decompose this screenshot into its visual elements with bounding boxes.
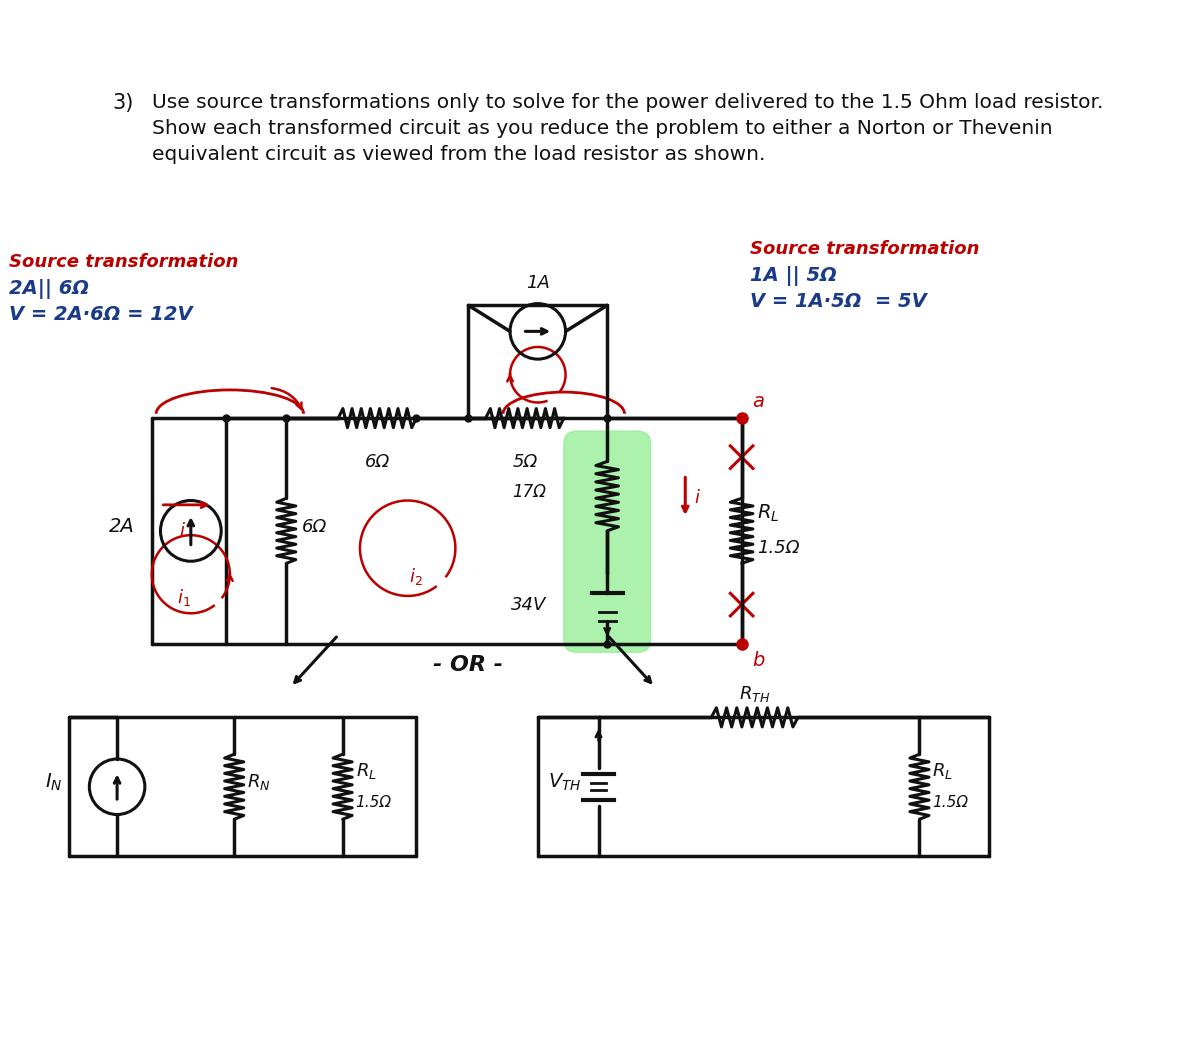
Text: b: b xyxy=(752,650,764,670)
Text: 5Ω: 5Ω xyxy=(512,452,538,471)
Text: 1A || 5Ω: 1A || 5Ω xyxy=(750,266,838,286)
Text: $R_N$: $R_N$ xyxy=(247,773,271,793)
Text: 1.5Ω: 1.5Ω xyxy=(932,795,968,810)
Text: 2A: 2A xyxy=(109,517,134,536)
Text: i: i xyxy=(694,489,698,507)
Text: 3): 3) xyxy=(113,93,134,113)
Text: 6Ω: 6Ω xyxy=(302,517,328,535)
Text: i: i xyxy=(180,522,185,540)
Text: 1A: 1A xyxy=(526,274,550,292)
Text: $R_L$: $R_L$ xyxy=(932,761,953,781)
Text: a: a xyxy=(752,393,764,411)
Text: $i_1$: $i_1$ xyxy=(176,587,191,608)
Text: Source transformation: Source transformation xyxy=(750,241,979,259)
Text: V = 1A·5Ω  = 5V: V = 1A·5Ω = 5V xyxy=(750,292,928,311)
Text: $R_L$: $R_L$ xyxy=(757,503,780,525)
Text: Show each transformed circuit as you reduce the problem to either a Norton or Th: Show each transformed circuit as you red… xyxy=(151,119,1052,138)
Text: V = 2A·6Ω = 12V: V = 2A·6Ω = 12V xyxy=(8,306,192,325)
Text: 6Ω: 6Ω xyxy=(365,452,390,471)
Text: $i_2$: $i_2$ xyxy=(409,565,424,586)
Text: Use source transformations only to solve for the power delivered to the 1.5 Ohm : Use source transformations only to solve… xyxy=(151,93,1103,112)
Text: $V_{TH}$: $V_{TH}$ xyxy=(547,772,581,793)
Text: equivalent circuit as viewed from the load resistor as shown.: equivalent circuit as viewed from the lo… xyxy=(151,144,766,164)
FancyBboxPatch shape xyxy=(564,431,650,652)
Text: 1.5Ω: 1.5Ω xyxy=(355,795,391,810)
Text: $R_L$: $R_L$ xyxy=(355,761,377,781)
Text: $R_{TH}$: $R_{TH}$ xyxy=(739,685,770,705)
Text: $I_N$: $I_N$ xyxy=(44,772,62,793)
Text: 2A|| 6Ω: 2A|| 6Ω xyxy=(8,280,89,299)
Text: - OR -: - OR - xyxy=(433,655,503,675)
Text: 17Ω: 17Ω xyxy=(512,483,546,500)
Text: Source transformation: Source transformation xyxy=(8,253,238,271)
Text: 1.5Ω: 1.5Ω xyxy=(757,539,799,557)
Text: 34V: 34V xyxy=(511,596,546,614)
